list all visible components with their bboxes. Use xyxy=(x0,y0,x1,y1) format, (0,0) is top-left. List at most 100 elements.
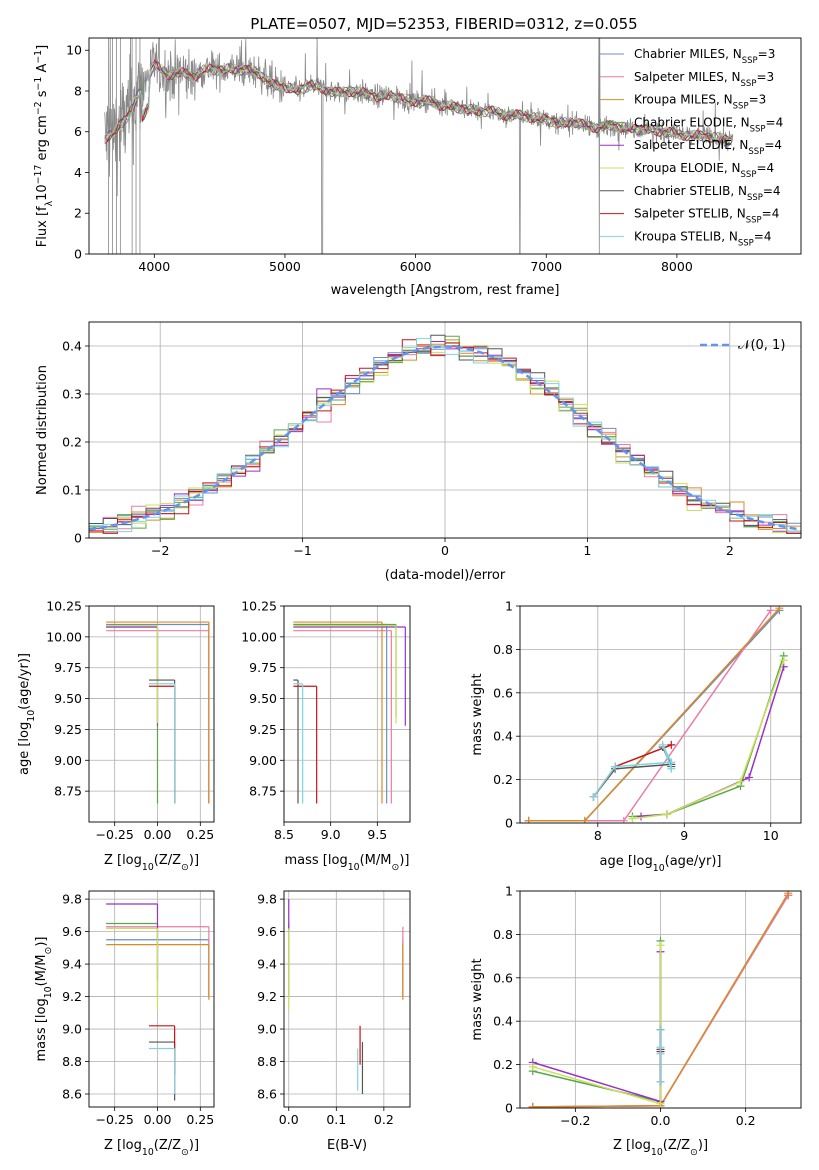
mass-vs-z-xtick-label: 0.00 xyxy=(144,1112,172,1127)
mw-vs-z-xtick-label: 0.0 xyxy=(651,1113,671,1128)
mw-vs-age-marker xyxy=(775,606,784,613)
age-vs-mass-axes xyxy=(283,605,410,822)
mass-vs-ebv-ytick-label: 9.0 xyxy=(257,1022,277,1037)
mass-vs-ebv-frame xyxy=(283,890,411,1108)
spectrum-model-kroupa-elodie xyxy=(104,63,732,146)
mw-vs-z-marker xyxy=(656,1043,665,1052)
age-vs-mass-ytick-label: 9.00 xyxy=(249,753,277,768)
mw-vs-age-frame xyxy=(519,605,802,824)
age-vs-z-ytick-label: 9.25 xyxy=(54,722,82,737)
mw-vs-age-ytick-label: 0.4 xyxy=(493,729,513,744)
residuals-xtick-label: 2 xyxy=(726,543,734,558)
legend-label-kroupa-miles: Kroupa MILES, NSSP=3 xyxy=(634,93,766,112)
age-vs-z-xlabel: Z [log10(Z/Z⊙)] xyxy=(104,853,199,873)
spectrum-frame xyxy=(88,37,802,255)
mass-vs-ebv-xlabel: E(B-V) xyxy=(327,1138,367,1153)
mw-vs-age-marker xyxy=(524,816,533,823)
mass-vs-ebv-axes xyxy=(284,891,410,1107)
mw-vs-z-marker xyxy=(656,1077,665,1086)
mass-vs-ebv-ytick-label: 8.8 xyxy=(257,1054,277,1069)
legend-label-kroupa-stelib: Kroupa STELIB, NSSP=4 xyxy=(634,229,772,248)
mw-vs-z-plot xyxy=(528,891,793,1108)
spectrum-ytick-label: 2 xyxy=(74,206,82,221)
spectrum-ytick-label: 6 xyxy=(74,124,82,139)
mw-vs-age-ylabel: mass weight xyxy=(470,673,485,755)
mw-vs-age-xtick-label: 9 xyxy=(680,828,688,843)
age-vs-z-ticks: −0.25 0.00 0.25 8.75 9.00 9.25 9.50 9.75 10.00 10… xyxy=(46,599,215,842)
age-vs-mass-plot xyxy=(293,621,406,804)
mw-vs-age-marker xyxy=(628,814,637,823)
mw-vs-age-marker xyxy=(662,810,671,819)
mw-vs-age-marker xyxy=(736,777,745,786)
legend-label-salpeter-elodie: Salpeter ELODIE, NSSP=4 xyxy=(634,138,782,157)
mw-vs-z-ytick-label: 0.6 xyxy=(493,970,513,985)
age-vs-z-xtick-label: 0.25 xyxy=(186,827,214,842)
mw-vs-z-ytick-label: 0.4 xyxy=(493,1014,513,1029)
spectrum-ytick-label: 8 xyxy=(74,83,82,98)
residuals-xtick-label: 1 xyxy=(583,543,591,558)
age-vs-z-ytick-label: 10.00 xyxy=(46,629,82,644)
mass-vs-ebv-ytick-label: 9.8 xyxy=(257,892,277,907)
spectrum-xlabel: wavelength [Angstrom, rest frame] xyxy=(331,283,560,298)
spectrum-xtick-label: 7000 xyxy=(530,259,562,274)
mass-vs-ebv-plot xyxy=(288,899,404,1095)
age-vs-mass-xlabel: mass [log10(M/M⊙)] xyxy=(285,853,410,873)
age-vs-mass-frame xyxy=(283,605,411,823)
mw-vs-age-marker xyxy=(667,740,676,749)
residuals-ylabel: Normed distribution xyxy=(35,365,50,495)
mw-vs-z-ytick-label: 0.2 xyxy=(493,1057,513,1072)
residuals-plot xyxy=(89,334,801,534)
legend-label-salpeter-stelib: Salpeter STELIB, NSSP=4 xyxy=(634,207,779,226)
residuals-ytick-label: 0.3 xyxy=(62,387,82,402)
residuals-xtick-label: −1 xyxy=(293,543,311,558)
residuals-ticks: −2 −1 0 1 2 0 0.1 0.2 0.3 0.4 xyxy=(62,321,802,558)
legend-label-chabrier-miles: Chabrier MILES, NSSP=3 xyxy=(634,47,775,66)
mw-vs-z-marker xyxy=(656,941,665,950)
age-vs-z-frame xyxy=(88,605,215,823)
mw-vs-age-marker xyxy=(658,740,667,749)
age-vs-mass-xtick-label: 9.5 xyxy=(367,827,387,842)
age-vs-z-ylabel: age [log10(age/yr)] xyxy=(17,653,37,775)
mw-vs-age-xtick-label: 10 xyxy=(763,828,779,843)
age-vs-mass-ytick-label: 10.25 xyxy=(241,599,277,614)
spectrum-plot xyxy=(104,38,734,254)
residuals-xlabel: (data-model)/error xyxy=(385,568,506,583)
age-vs-z-ytick-label: 9.00 xyxy=(54,753,82,768)
age-vs-z-xtick-label: 0.00 xyxy=(144,827,172,842)
mw-vs-age-marker xyxy=(580,816,589,823)
age-vs-z-ytick-label: 10.25 xyxy=(46,599,82,614)
spectrum-ylabel: Flux [fλ10−17 erg cm−2 s−1 A−1] xyxy=(33,45,55,247)
mass-vs-ebv-ytick-label: 8.6 xyxy=(257,1087,277,1102)
spectrum-model-salpeter-elodie xyxy=(104,63,733,147)
legend-label-kroupa-elodie: Kroupa ELODIE, NSSP=4 xyxy=(634,161,774,180)
mass-vs-z-ylabel: mass [log10(M/M⊙)] xyxy=(34,937,54,1062)
mw-vs-z-ylabel: mass weight xyxy=(470,958,485,1040)
spectrum-xtick-label: 8000 xyxy=(661,259,693,274)
mass-vs-z-xlabel: Z [log10(Z/Z⊙)] xyxy=(104,1138,199,1158)
age-vs-mass-xtick-label: 8.5 xyxy=(274,827,294,842)
age-vs-mass-ytick-label: 8.75 xyxy=(249,784,277,799)
age-vs-z-ytick-label: 8.75 xyxy=(54,784,82,799)
spectrum-ticks: 4000 5000 6000 7000 8000 0 2 4 6 8 10 xyxy=(66,37,802,274)
mw-vs-age-xlabel: age [log10(age/yr)] xyxy=(600,854,722,874)
residuals-xtick-label: 0 xyxy=(441,543,449,558)
spectrum-ytick-label: 10 xyxy=(66,43,82,58)
age-vs-z-ytick-label: 9.50 xyxy=(54,691,82,706)
mw-vs-age-marker xyxy=(589,792,598,801)
mass-vs-z-ytick-label: 9.2 xyxy=(62,989,82,1004)
mw-vs-age-axes xyxy=(520,605,801,824)
mw-vs-age-marker xyxy=(745,773,754,782)
mw-vs-z-xlabel: Z [log10(Z/Z⊙)] xyxy=(613,1138,708,1158)
mw-vs-z-ytick-label: 0 xyxy=(505,1101,513,1116)
mw-vs-z-xtick-label: −0.2 xyxy=(560,1113,590,1128)
mw-vs-age-line-kroupa-elodie xyxy=(632,660,785,820)
age-vs-z-ytick-label: 9.75 xyxy=(54,660,82,675)
age-vs-mass-ytick-label: 9.25 xyxy=(249,722,277,737)
mw-vs-z-marker xyxy=(528,1062,537,1071)
mass-vs-ebv-ytick-label: 9.4 xyxy=(257,957,277,972)
mass-vs-z-ytick-label: 8.8 xyxy=(62,1054,82,1069)
mass-vs-z-ytick-label: 9.4 xyxy=(62,957,82,972)
legend-label-chabrier-stelib: Chabrier STELIB, NSSP=4 xyxy=(634,184,781,203)
age-vs-mass-ytick-label: 10.00 xyxy=(241,629,277,644)
